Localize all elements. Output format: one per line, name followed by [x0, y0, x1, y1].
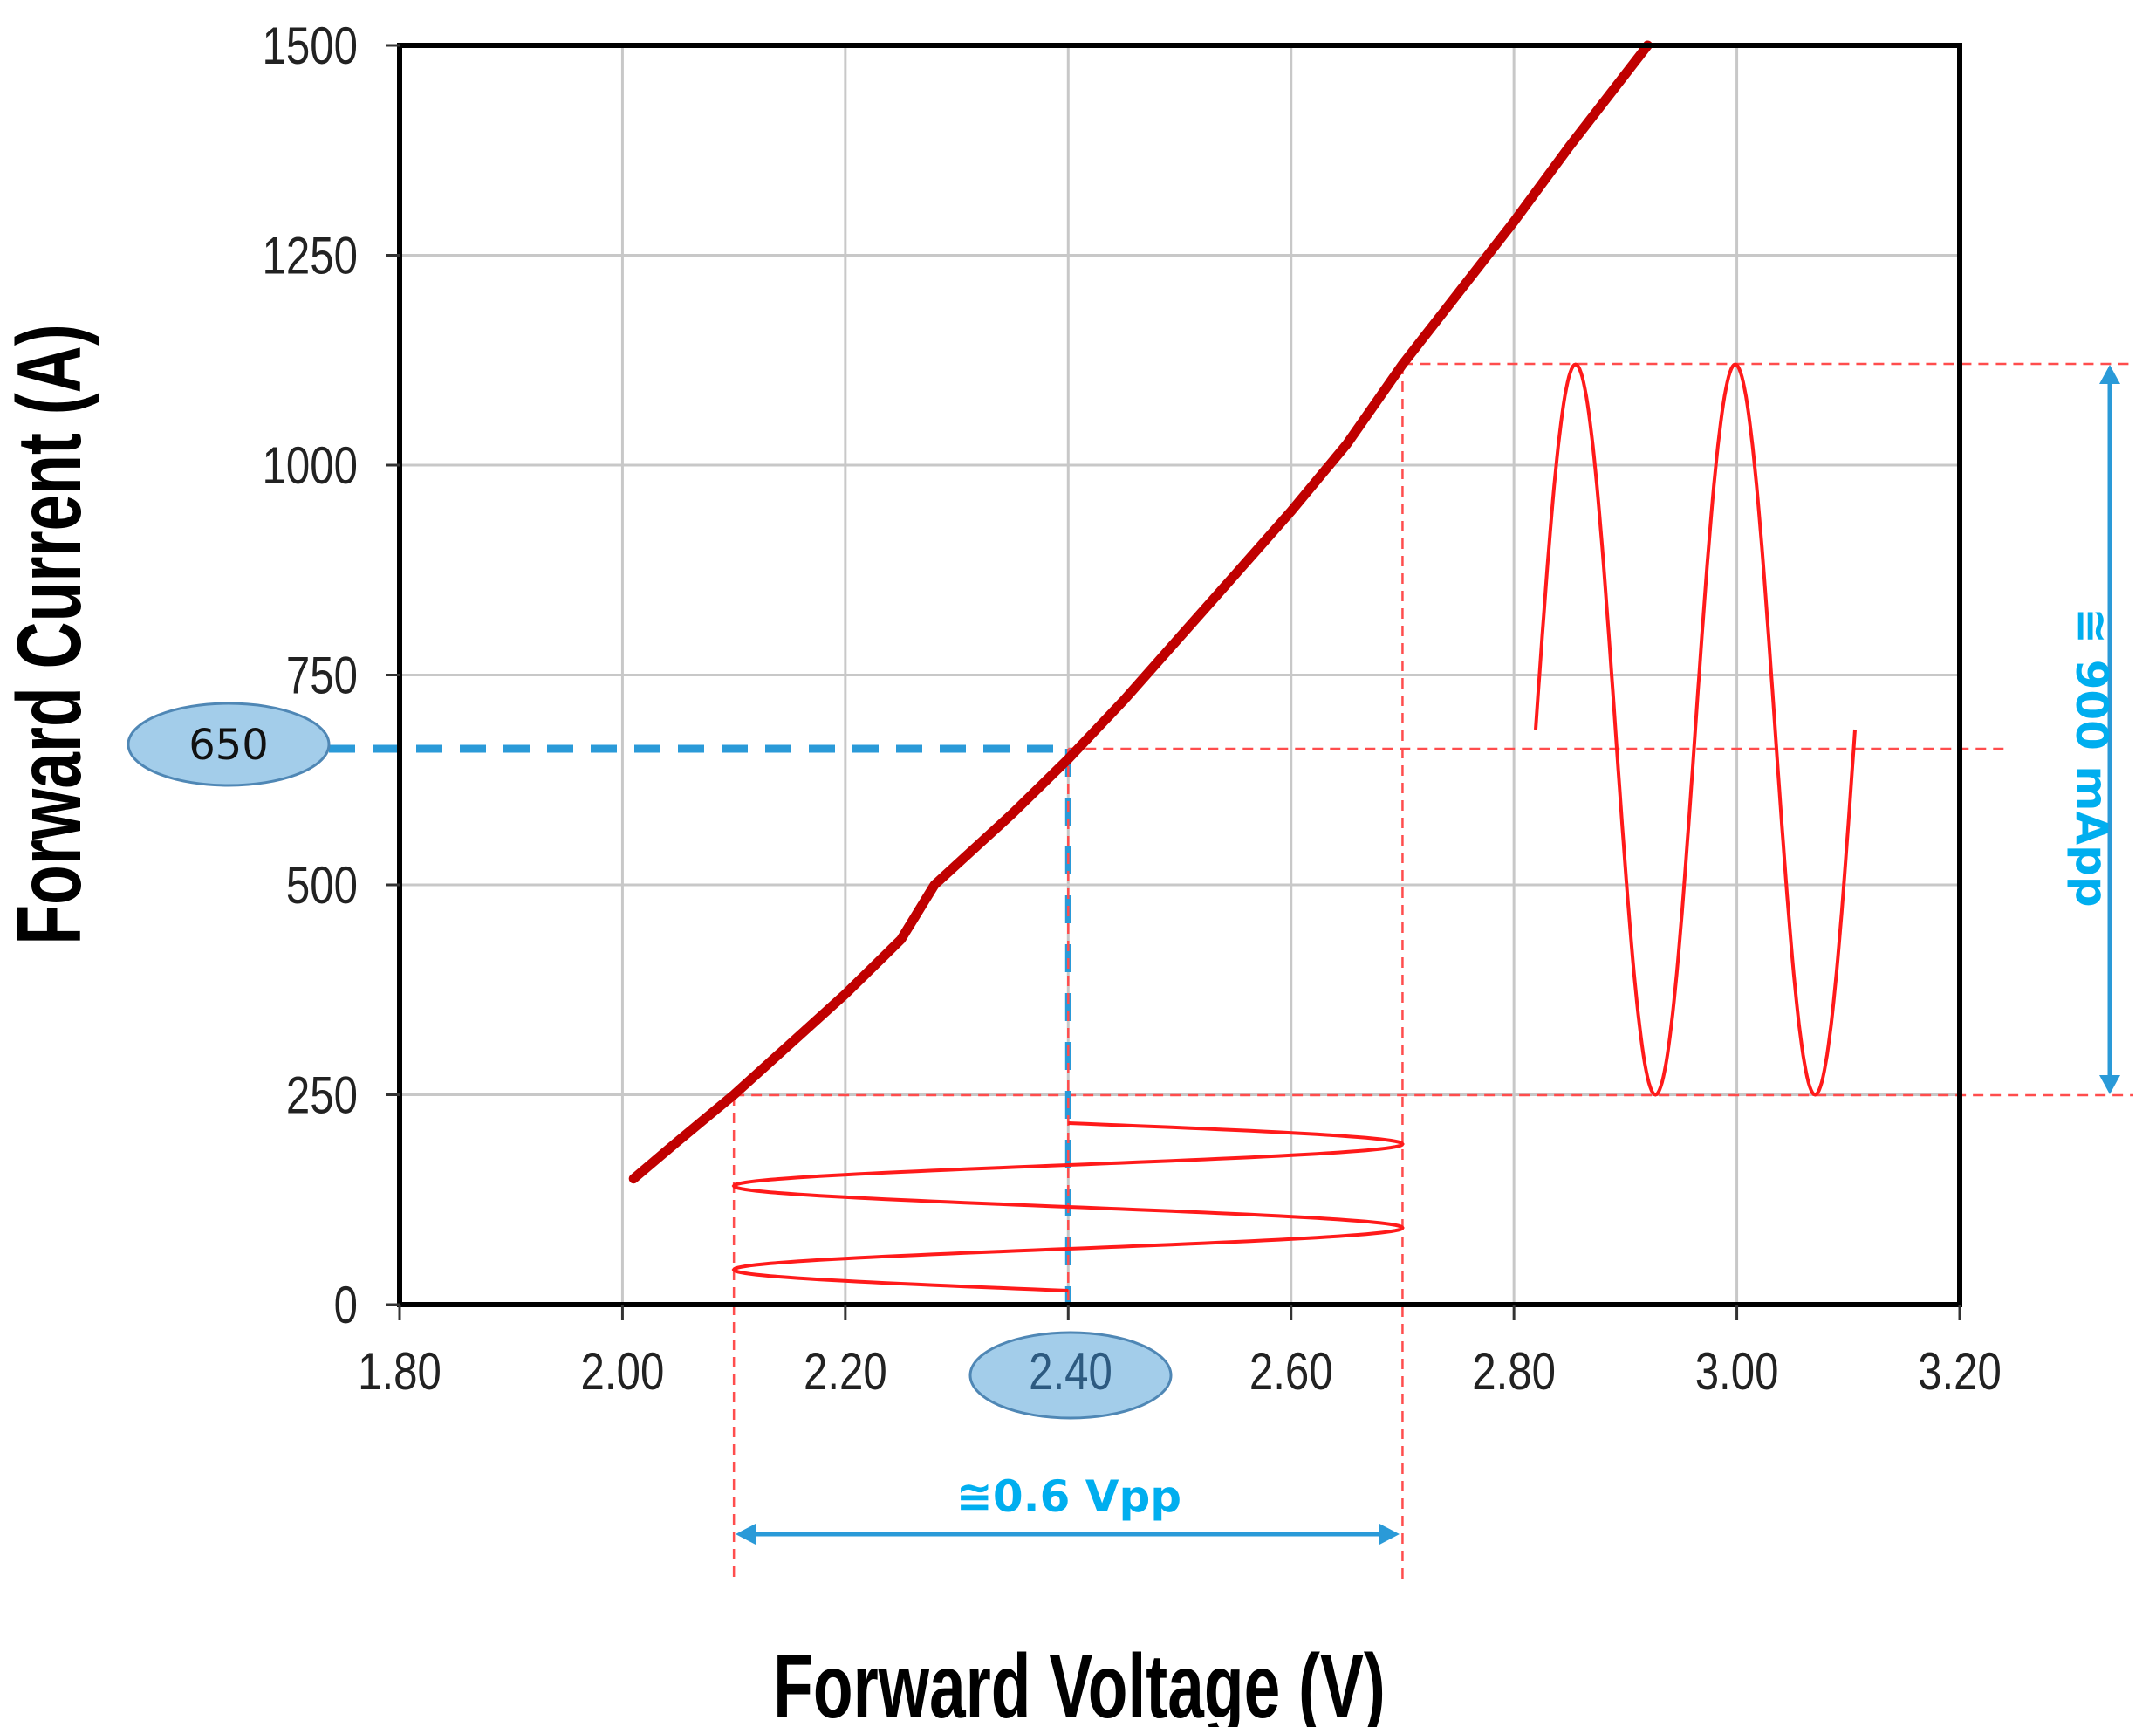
x-tick-label: 2.80	[1472, 1341, 1556, 1401]
gridlines	[398, 44, 1961, 1306]
voltage-bubble-label: 2.40	[1029, 1341, 1112, 1401]
voltage-swing-annotation: ≅0.6 Vpp	[736, 1471, 1400, 1545]
x-tick-label: 2.20	[804, 1341, 887, 1401]
y-tick-label: 1500	[263, 16, 358, 75]
voltage-sine-wave	[731, 1121, 1405, 1292]
y-tick-label: 0	[334, 1275, 358, 1334]
x-tick-label: 2.60	[1249, 1341, 1333, 1401]
signal-waveforms	[731, 362, 1857, 1292]
y-tick-label: 750	[286, 646, 358, 705]
x-tick-label: 3.00	[1695, 1341, 1779, 1401]
current-swing-label: ≅ 900 mApp	[2066, 607, 2117, 907]
arrow-up-icon	[2099, 365, 2120, 384]
iv-curve	[628, 40, 1653, 1184]
y-tick-label: 1000	[263, 435, 358, 495]
y-tick-label: 500	[286, 855, 358, 915]
y-tick-label: 250	[286, 1066, 358, 1125]
voltage-bubble: 2.40	[968, 1331, 1173, 1420]
current-sine-wave	[1534, 362, 1857, 1097]
voltage-swing-label: ≅0.6 Vpp	[956, 1471, 1181, 1522]
x-tick-label: 1.80	[358, 1341, 441, 1401]
current-swing-annotation: ≅ 900 mApp	[2066, 365, 2120, 1094]
current-bubble-label: 650	[188, 721, 269, 770]
current-bubble: 650	[127, 702, 331, 787]
arrow-left-icon	[736, 1524, 756, 1545]
iv-curve-line	[628, 40, 1653, 1184]
x-tick-label: 2.00	[581, 1341, 665, 1401]
arrow-down-icon	[2099, 1075, 2120, 1094]
y-axis-title: Forward Current (A)	[0, 324, 100, 944]
arrow-right-icon	[1379, 1524, 1400, 1545]
y-tick-label: 1250	[263, 226, 358, 285]
x-axis-ticks: 1.80 2.00 2.20 2.60 2.80 3.00 3.20	[358, 1305, 2002, 1401]
x-axis-title: Forward Voltage (V)	[773, 1636, 1386, 1727]
y-axis-ticks: 0 250 500 750 1000 1250 1500	[263, 16, 400, 1334]
x-tick-label: 3.20	[1918, 1341, 2002, 1401]
annotation-guides	[329, 362, 2133, 1581]
